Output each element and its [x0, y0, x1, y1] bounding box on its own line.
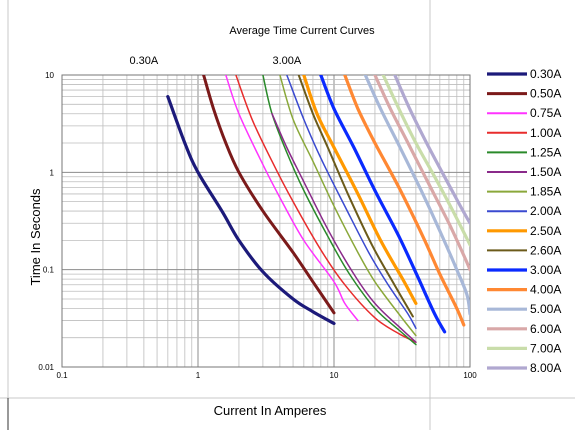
series-line: [319, 75, 447, 334]
legend: 0.30A 0.50A 0.75A 1.00A 1.25A 1.50A 1.85A 2.00A…: [487, 67, 561, 375]
legend-label: 1.50A: [530, 165, 561, 179]
y-tick-label: 10: [45, 71, 54, 80]
annotation-label: 3.00A: [272, 55, 301, 67]
series-line: [235, 75, 417, 343]
y-tick-label: 0.1: [43, 266, 55, 275]
legend-label: 8.00A: [530, 361, 561, 375]
legend-label: 7.00A: [530, 341, 561, 355]
plot-background: [62, 75, 470, 367]
legend-label: 0.50A: [530, 87, 561, 101]
series-line: [297, 75, 414, 318]
plot-area: [61, 74, 471, 368]
x-tick-label: 10: [330, 371, 339, 380]
legend-label: 0.75A: [530, 106, 561, 120]
y-axis-label: Time In Seconds: [28, 188, 43, 286]
series-line: [393, 75, 470, 225]
series-layer: [166, 75, 470, 346]
legend-label: 6.00A: [530, 322, 561, 336]
x-tick-label: 100: [463, 371, 477, 380]
series-line: [373, 75, 470, 272]
legend-label: 2.50A: [530, 224, 561, 238]
series-line: [363, 75, 470, 316]
series-line: [302, 75, 418, 305]
chart-title: Average Time Current Curves: [229, 25, 375, 37]
legend-label: 2.00A: [530, 204, 561, 218]
series-line: [381, 75, 470, 247]
y-tick-label: 1: [50, 168, 55, 177]
legend-label: 1.85A: [530, 185, 561, 199]
x-tick-label: 0.1: [56, 371, 68, 380]
series-line: [343, 75, 466, 327]
legend-label: 3.00A: [530, 263, 561, 277]
x-axis-label: Current In Amperes: [214, 403, 327, 418]
annotations: 0.30A 3.00A: [130, 55, 302, 67]
y-tick-label: 0.01: [38, 363, 54, 372]
series-line: [166, 95, 336, 326]
series-line: [286, 75, 417, 330]
legend-label: 2.60A: [530, 243, 561, 257]
series-line: [262, 75, 417, 346]
x-tick-label: 1: [196, 371, 201, 380]
legend-label: 1.25A: [530, 145, 561, 159]
plot-grid: [61, 74, 471, 368]
series-line: [225, 75, 359, 322]
annotation-label: 0.30A: [130, 55, 159, 67]
legend-label: 5.00A: [530, 302, 561, 316]
legend-label: 4.00A: [530, 283, 561, 297]
legend-label: 1.00A: [530, 126, 561, 140]
series-line: [271, 112, 417, 343]
series-line: [279, 75, 417, 337]
series-line: [202, 75, 336, 315]
legend-label: 0.30A: [530, 67, 561, 81]
